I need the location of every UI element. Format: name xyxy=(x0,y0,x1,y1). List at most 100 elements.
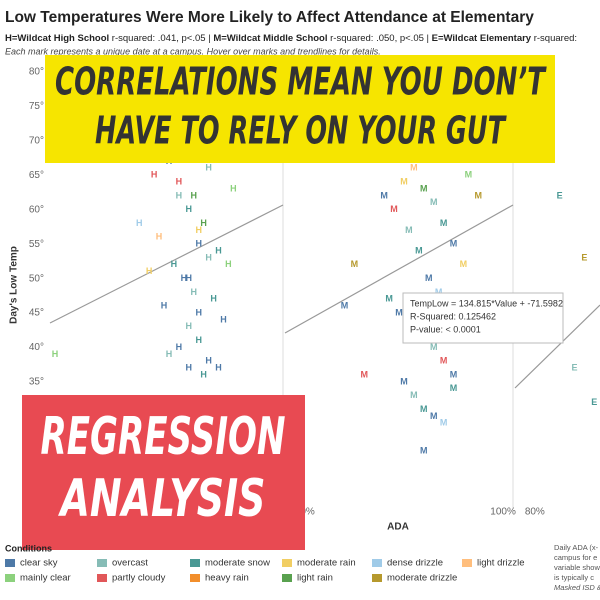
x-axis-title: ADA xyxy=(387,522,409,533)
trend-line xyxy=(284,204,514,334)
x-tick-label: 80% xyxy=(525,507,545,518)
point: M xyxy=(430,197,438,207)
point: M xyxy=(440,356,448,366)
point: M xyxy=(341,301,349,311)
y-tick-label: 65° xyxy=(29,170,44,181)
point: H xyxy=(215,363,222,373)
point: M xyxy=(450,369,458,379)
x-tick-label: 100% xyxy=(490,507,516,518)
legend-swatch xyxy=(5,574,15,582)
point: H xyxy=(176,177,183,187)
subtitle-part: H=Wildcat High School xyxy=(5,33,109,44)
y-tick-label: 50° xyxy=(29,273,44,284)
banner-text: ANALYSIS xyxy=(58,469,266,529)
point: H xyxy=(220,314,227,324)
tooltip-line: R-Squared: 0.125462 xyxy=(410,311,496,321)
point: M xyxy=(420,404,428,414)
point: H xyxy=(195,225,202,235)
y-tick-label: 40° xyxy=(29,342,44,353)
y-tick-label: 35° xyxy=(29,377,44,388)
subtitle-part: M=Wildcat Middle School xyxy=(213,33,327,44)
point: E xyxy=(581,252,587,262)
legend-label: mainly clear xyxy=(20,573,71,584)
point: E xyxy=(571,363,577,373)
point: H xyxy=(52,349,59,359)
side-note-line: variable show xyxy=(554,563,600,572)
point: H xyxy=(205,356,212,366)
legend-label: overcast xyxy=(112,558,148,569)
point: M xyxy=(410,163,418,173)
point: H xyxy=(225,259,232,269)
legend-label: light rain xyxy=(297,573,333,584)
point: H xyxy=(205,252,212,262)
banner-text: HAVE TO RELY ON YOUR GUT xyxy=(95,109,507,153)
trend-line xyxy=(514,304,600,389)
legend-swatch xyxy=(372,574,382,582)
banner-text: REGRESSION xyxy=(41,407,286,467)
point: M xyxy=(440,418,448,428)
point: H xyxy=(166,349,173,359)
point: H xyxy=(186,321,193,331)
point: H xyxy=(195,307,202,317)
legend-label: moderate rain xyxy=(297,558,356,569)
point: M xyxy=(440,218,448,228)
point: E xyxy=(591,397,597,407)
subtitle-part: r-squared: xyxy=(531,33,577,44)
legend-swatch xyxy=(97,574,107,582)
legend-label: partly cloudy xyxy=(112,573,166,584)
point: H xyxy=(181,273,188,283)
y-tick-label: 60° xyxy=(29,204,44,215)
point: H xyxy=(190,287,197,297)
point: M xyxy=(400,177,408,187)
banner-text: CORRELATIONS MEAN YOU DON’T xyxy=(55,60,547,104)
side-note-line: campus for e xyxy=(554,553,597,562)
point: H xyxy=(136,218,143,228)
legend-swatch xyxy=(282,559,292,567)
tooltip-line: TempLow = 134.815*Value + -71.5982 xyxy=(410,298,563,308)
point: M xyxy=(415,245,423,255)
legend-label: dense drizzle xyxy=(387,558,443,569)
legend-label: clear sky xyxy=(20,558,58,569)
point: M xyxy=(420,183,428,193)
y-tick-label: 80° xyxy=(29,67,44,78)
point: M xyxy=(361,369,369,379)
legend-swatch xyxy=(190,559,200,567)
legend-swatch xyxy=(190,574,200,582)
point: M xyxy=(435,287,443,297)
marks: 35°40°45°50°55°60°65°70°75°80°80%100%HHH… xyxy=(29,67,597,518)
point: M xyxy=(475,190,483,200)
subtitle: H=Wildcat High School r-squared: .041, p… xyxy=(5,33,577,44)
point: M xyxy=(450,383,458,393)
point: M xyxy=(430,342,438,352)
point: H xyxy=(215,245,222,255)
point: H xyxy=(161,301,168,311)
note: Each mark represents a unique date at a … xyxy=(5,46,381,56)
top-banner: CORRELATIONS MEAN YOU DON’T HAVE TO RELY… xyxy=(45,55,555,163)
side-note-line: Daily ADA (x- xyxy=(554,543,599,552)
trend-line xyxy=(49,204,284,324)
legend-title: Conditions xyxy=(5,543,52,553)
point: H xyxy=(186,273,193,283)
banner-background xyxy=(22,395,305,550)
point: M xyxy=(420,445,428,455)
point: H xyxy=(186,363,193,373)
legend-label: moderate drizzle xyxy=(387,573,457,584)
point: M xyxy=(385,294,393,304)
point: M xyxy=(400,376,408,386)
point: H xyxy=(176,342,183,352)
point: H xyxy=(230,183,237,193)
point: M xyxy=(395,307,403,317)
point: M xyxy=(351,259,359,269)
point: H xyxy=(200,369,207,379)
legend-label: moderate snow xyxy=(205,558,270,569)
side-note-line: Masked ISD & xyxy=(554,583,600,592)
point: M xyxy=(405,225,413,235)
point: H xyxy=(210,294,217,304)
subtitle-part: r-squared: .050, p<.05 | xyxy=(328,33,432,44)
point: H xyxy=(186,204,193,214)
legend: Conditions clear sky overcast moderate sno… xyxy=(5,543,525,584)
point: M xyxy=(390,204,398,214)
point: H xyxy=(190,190,197,200)
